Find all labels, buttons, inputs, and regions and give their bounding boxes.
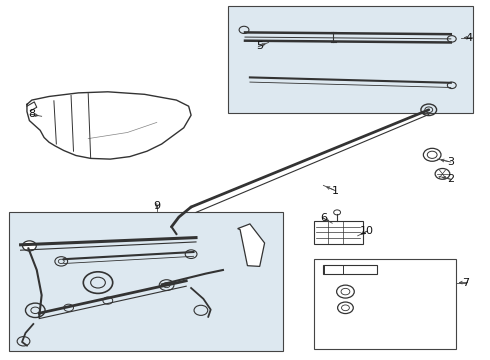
Circle shape: [23, 241, 36, 251]
Bar: [314, 221, 363, 244]
Text: 6: 6: [320, 213, 327, 223]
Bar: [9, 212, 283, 351]
Bar: [323, 265, 377, 274]
Text: 5: 5: [256, 41, 263, 51]
Text: 1: 1: [332, 186, 339, 196]
Text: 4: 4: [466, 33, 473, 43]
Text: 3: 3: [447, 157, 454, 167]
Text: 7: 7: [462, 278, 469, 288]
Bar: [228, 6, 473, 113]
Text: 10: 10: [360, 226, 373, 237]
Text: 2: 2: [447, 174, 454, 184]
Bar: [314, 259, 456, 349]
Polygon shape: [238, 224, 265, 266]
Text: 8: 8: [28, 109, 35, 120]
Text: 9: 9: [153, 201, 160, 211]
